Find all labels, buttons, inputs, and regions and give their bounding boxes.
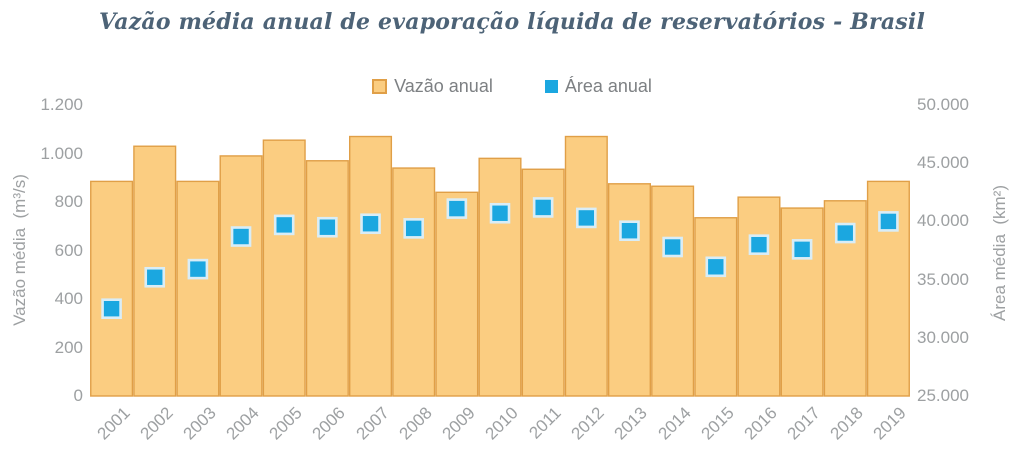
- left-axis-tick-600: 600: [54, 241, 83, 260]
- x-axis-tick-2003: 2003: [179, 403, 220, 444]
- x-axis-tick-2008: 2008: [395, 403, 436, 444]
- right-axis-tick-35.000: 35.000: [917, 270, 969, 289]
- point-2006: [317, 216, 338, 238]
- bar-2009: [435, 191, 479, 397]
- legend-label-area-anual: Área anual: [564, 76, 652, 96]
- bar-swatch-icon: [372, 79, 388, 94]
- bar-2005: [262, 139, 306, 397]
- point-2016: [748, 234, 770, 255]
- bar-2004: [219, 155, 263, 397]
- point-2003: [187, 258, 209, 280]
- x-axis-tick-2001: 2001: [93, 403, 134, 444]
- bar-2015: [694, 217, 738, 397]
- right-axis-tick-45.000: 45.000: [917, 153, 969, 172]
- point-2004: [230, 226, 252, 247]
- point-2011: [532, 197, 554, 218]
- bar-2001: [90, 180, 134, 397]
- point-2005: [273, 214, 295, 236]
- left-axis-tick-400: 400: [54, 289, 83, 308]
- point-2014: [662, 236, 683, 258]
- right-axis-tick-50.000: 50.000: [917, 95, 969, 114]
- x-axis-tick-2012: 2012: [567, 403, 608, 444]
- right-axis-tick-25.000: 25.000: [917, 386, 969, 405]
- point-2015: [705, 256, 727, 278]
- legend-item-vazao-anual[interactable]: Vazão anual: [372, 76, 493, 97]
- point-2013: [619, 220, 640, 242]
- legend-item-area-anual[interactable]: Área anual: [544, 76, 652, 97]
- bar-2014: [651, 185, 695, 397]
- left-axis-tick-200: 200: [54, 338, 83, 357]
- right-axis-tick-40.000: 40.000: [917, 211, 969, 230]
- legend-label-vazao-anual: Vazão anual: [394, 76, 493, 96]
- point-swatch-icon: [544, 80, 558, 93]
- bar-2013: [607, 183, 652, 397]
- point-2007: [360, 213, 381, 235]
- point-2008: [403, 218, 424, 239]
- x-axis-tick-2010: 2010: [481, 403, 522, 444]
- point-2018: [834, 222, 856, 244]
- point-2009: [446, 198, 468, 219]
- x-axis-tick-2018: 2018: [826, 403, 867, 444]
- left-axis-tick-1.200: 1.200: [40, 95, 83, 114]
- bar-2019: [866, 180, 910, 397]
- left-axis-tick-800: 800: [54, 192, 83, 211]
- bar-2017: [780, 207, 824, 397]
- x-axis-tick-2014: 2014: [654, 403, 695, 444]
- bar-2008: [392, 167, 436, 397]
- point-2010: [489, 202, 511, 224]
- x-axis-tick-2016: 2016: [740, 403, 781, 444]
- x-axis-tick-2009: 2009: [438, 403, 479, 444]
- bar-2003: [176, 180, 220, 397]
- point-2001: [101, 298, 122, 319]
- bar-2016: [737, 196, 781, 397]
- x-axis-tick-2002: 2002: [136, 403, 177, 444]
- bar-2012: [564, 135, 608, 397]
- x-axis-tick-2006: 2006: [308, 403, 349, 444]
- point-2012: [576, 207, 597, 229]
- bar-2010: [478, 157, 522, 397]
- x-axis-tick-2004: 2004: [222, 403, 263, 444]
- point-2017: [791, 239, 813, 260]
- x-axis-tick-2011: 2011: [525, 403, 565, 443]
- x-axis-tick-2017: 2017: [783, 403, 824, 444]
- x-axis-tick-2005: 2005: [265, 403, 306, 444]
- left-axis-tick-0: 0: [73, 386, 83, 405]
- legend: Vazão anual Área anual: [0, 76, 1024, 97]
- x-axis-tick-2019: 2019: [869, 403, 910, 444]
- x-axis-tick-2015: 2015: [697, 403, 738, 444]
- point-2002: [144, 266, 166, 288]
- bar-2006: [305, 160, 349, 397]
- bar-2007: [349, 135, 393, 397]
- plot-area: [90, 135, 910, 397]
- chart-title: Vazão média anual de evaporação líquida …: [98, 9, 925, 35]
- point-2019: [878, 211, 899, 232]
- right-axis-tick-30.000: 30.000: [917, 328, 969, 347]
- x-axis-tick-2007: 2007: [352, 403, 393, 444]
- left-axis-tick-1.000: 1.000: [40, 144, 83, 163]
- x-axis-tick-2013: 2013: [610, 403, 651, 444]
- right-axis-title: Área média (km²): [990, 184, 1009, 322]
